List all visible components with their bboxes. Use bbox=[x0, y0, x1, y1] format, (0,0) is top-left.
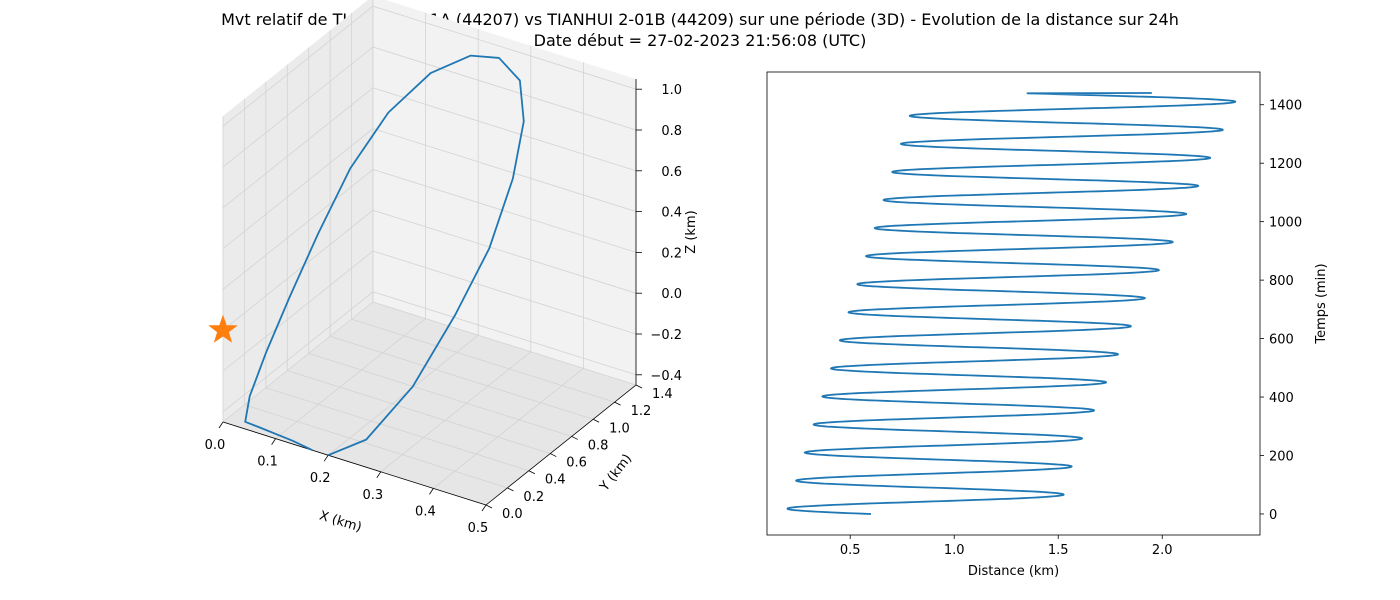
grid-line-z-side bbox=[222, 5, 374, 127]
origin-star-marker bbox=[208, 314, 238, 343]
grid-line-z-back bbox=[372, 128, 637, 212]
y-tick-label: 800 bbox=[1269, 274, 1294, 289]
z-tick-label: 0.8 bbox=[661, 124, 682, 139]
grid-line-y-floor bbox=[308, 353, 572, 437]
x-tick bbox=[429, 488, 434, 495]
grid-line-z-back bbox=[372, 5, 637, 90]
y-tick-label: 0.4 bbox=[545, 473, 566, 488]
y-tick-label: 200 bbox=[1269, 449, 1294, 464]
chart-subtitle: Date début = 27-02-2023 21:56:08 (UTC) bbox=[533, 31, 867, 50]
x-tick bbox=[323, 454, 329, 462]
grid-line-z-side bbox=[222, 209, 374, 331]
y-tick-label: 1.4 bbox=[652, 387, 673, 402]
z-tick-label: −0.4 bbox=[650, 369, 682, 384]
z-axis-label: Z (km) bbox=[684, 210, 699, 253]
y-tick-label: 1200 bbox=[1269, 157, 1302, 172]
z-tick-label: 0.0 bbox=[661, 287, 682, 302]
grid-line-z-side bbox=[222, 250, 374, 372]
y-tick bbox=[571, 436, 578, 440]
x-tick-label: 0.2 bbox=[310, 471, 331, 486]
grid-line-y-floor bbox=[244, 404, 508, 489]
x-axis-label: Distance (km) bbox=[968, 564, 1059, 579]
y-tick-label: 0.0 bbox=[502, 507, 523, 522]
plot-3d: 0.00.10.20.30.40.50.00.20.40.60.81.01.21… bbox=[205, 0, 699, 536]
y-tick-label: 1400 bbox=[1269, 99, 1302, 114]
y-axis-line bbox=[485, 384, 637, 506]
x-tick-label: 1.0 bbox=[944, 543, 965, 558]
y-tick bbox=[485, 504, 493, 509]
y-axis-label: Temps (min) bbox=[1314, 263, 1329, 344]
grid-line-y-floor bbox=[287, 370, 551, 454]
grid-line-y-floor bbox=[330, 335, 594, 420]
x-tick-label: 0.3 bbox=[362, 488, 383, 503]
x-tick-label: 0.1 bbox=[257, 455, 278, 470]
x-tick bbox=[218, 421, 224, 429]
plot-frame bbox=[766, 71, 1261, 536]
x-tick bbox=[376, 471, 382, 479]
y-tick-label: 0 bbox=[1269, 508, 1277, 523]
z-tick-label: 1.0 bbox=[661, 83, 682, 98]
pane-yz bbox=[223, 0, 373, 422]
grid-line-z-side bbox=[222, 169, 374, 290]
x-tick bbox=[481, 504, 487, 512]
x-tick-label: 0.5 bbox=[468, 521, 489, 536]
x-tick-label: 0.5 bbox=[840, 543, 861, 558]
z-tick-label: 0.6 bbox=[661, 165, 682, 180]
y-tick-label: 0.8 bbox=[588, 438, 609, 453]
grid-line-y-floor bbox=[265, 387, 529, 472]
grid-line-z-back bbox=[372, 87, 637, 172]
y-tick-label: 0.6 bbox=[566, 456, 587, 471]
grid-line-z-back bbox=[372, 46, 637, 131]
y-tick-label: 1.0 bbox=[609, 421, 630, 436]
z-tick-label: 0.4 bbox=[661, 206, 682, 221]
grid-line-z-side bbox=[222, 128, 374, 249]
y-tick-label: 1.2 bbox=[631, 404, 652, 419]
x-axis-label: X (km) bbox=[317, 508, 363, 535]
y-tick-label: 400 bbox=[1269, 391, 1294, 406]
y-tick bbox=[635, 384, 643, 389]
grid-line-z-back bbox=[372, 169, 637, 253]
x-axis-line bbox=[222, 421, 487, 506]
grid-line-z-back bbox=[372, 209, 637, 294]
z-tick-label: −0.2 bbox=[650, 328, 682, 343]
plot-distance-time: 0.5 1.0 1.5 2.0 0 200 400 600 800 1000 1200 1400 Dis… bbox=[766, 71, 1329, 579]
x-tick bbox=[271, 438, 276, 445]
grid-line-z-back bbox=[372, 291, 637, 376]
pane-xz bbox=[373, 0, 636, 385]
y-tick bbox=[592, 418, 600, 423]
x-tick-label: 1.5 bbox=[1048, 543, 1069, 558]
grid-line-z-side bbox=[222, 291, 374, 413]
trajectory-line bbox=[244, 54, 525, 457]
y-tick-label: 1000 bbox=[1269, 216, 1302, 231]
grid-line-x-floor bbox=[433, 368, 584, 489]
y-tick bbox=[528, 470, 536, 475]
grid-line-z-side bbox=[222, 87, 374, 209]
y-tick bbox=[550, 453, 557, 457]
grid-line-z-back bbox=[372, 250, 637, 335]
z-tick-label: 0.2 bbox=[661, 246, 682, 261]
y-tick-label: 600 bbox=[1269, 333, 1294, 348]
grid-line-x-floor bbox=[380, 351, 532, 473]
x-tick-label: 0.4 bbox=[415, 504, 436, 519]
y-tick-label: 0.2 bbox=[523, 490, 544, 505]
x-tick-label: 0.0 bbox=[205, 438, 226, 453]
distance-line bbox=[786, 92, 1237, 515]
y-tick bbox=[614, 401, 621, 406]
grid-line-z-side bbox=[222, 46, 374, 168]
y-axis-label: Y (km) bbox=[597, 452, 636, 495]
x-tick-label: 2.0 bbox=[1152, 543, 1173, 558]
grid-line-x-floor bbox=[275, 318, 426, 439]
y-tick bbox=[507, 487, 514, 492]
grid-line-x-floor bbox=[327, 334, 479, 456]
grid-line-y-floor bbox=[372, 301, 637, 386]
grid-line-y-floor bbox=[351, 318, 615, 403]
